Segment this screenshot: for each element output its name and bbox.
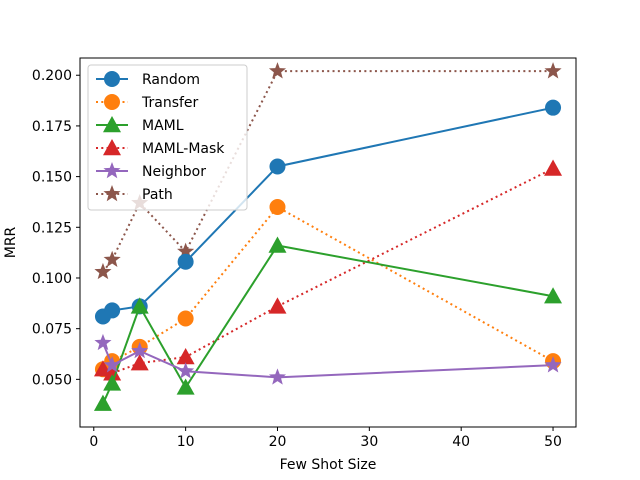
- data-point: [176, 348, 195, 365]
- x-tick-label: 50: [544, 434, 562, 450]
- x-tick-label: 0: [89, 434, 98, 450]
- data-point: [544, 159, 563, 176]
- series-maml: [93, 236, 563, 411]
- y-tick-label: 0.075: [32, 322, 72, 338]
- series-line: [102, 70, 554, 273]
- y-tick-label: 0.150: [32, 170, 72, 186]
- legend-marker: [104, 94, 120, 110]
- data-point: [93, 360, 112, 377]
- data-point: [130, 297, 149, 314]
- data-point: [544, 62, 562, 79]
- legend-marker: [103, 116, 121, 133]
- data-point: [130, 354, 149, 371]
- y-tick-label: 0.175: [32, 119, 72, 135]
- data-point: [103, 364, 122, 381]
- data-point: [104, 302, 121, 319]
- plot-frame: [79, 57, 577, 428]
- x-tick-label: 20: [269, 434, 287, 450]
- series-line: [102, 244, 554, 405]
- y-tick-label: 0.200: [32, 68, 72, 84]
- data-point: [177, 253, 194, 270]
- y-tick-label: 0.050: [32, 372, 72, 388]
- data-point: [268, 62, 287, 79]
- series-maml-mask: [93, 159, 563, 381]
- data-point: [545, 99, 562, 116]
- legend-label: MAML: [142, 118, 184, 134]
- legend-label: Path: [142, 187, 173, 203]
- legend: Random Transfer MAML MAML-Mask Neighbor Path: [87, 64, 248, 211]
- legend-marker: [103, 185, 121, 202]
- data-point: [269, 199, 286, 216]
- y-tick-label: 0.100: [32, 271, 72, 287]
- data-point: [177, 310, 194, 327]
- data-point: [94, 262, 112, 280]
- y-tick-label: 0.125: [32, 220, 72, 236]
- data-point: [103, 374, 122, 391]
- plot-marks: [93, 62, 563, 411]
- data-point: [544, 287, 563, 304]
- data-point: [131, 341, 149, 359]
- legend-label: Transfer: [141, 95, 199, 111]
- legend-label: MAML-Mask: [142, 141, 225, 157]
- legend-label: Random: [142, 72, 200, 88]
- legend-label: Neighbor: [142, 164, 206, 180]
- legend-marker: [104, 71, 120, 87]
- data-point: [103, 250, 121, 268]
- x-tick-label: 10: [177, 434, 195, 450]
- data-point: [177, 242, 195, 259]
- series-neighbor: [94, 333, 562, 385]
- x-tick-label: 40: [452, 434, 470, 450]
- series-line: [102, 205, 554, 370]
- x-tick-label: 30: [360, 434, 378, 450]
- data-point: [268, 297, 287, 314]
- legend-marker: [103, 139, 121, 156]
- data-point: [268, 236, 287, 253]
- legend-box: [87, 64, 248, 211]
- data-point: [268, 368, 287, 385]
- data-point: [94, 333, 112, 351]
- data-point: [93, 394, 112, 411]
- data-point: [544, 356, 562, 373]
- x-axis-label: Few Shot Size: [280, 457, 377, 473]
- data-point: [176, 378, 195, 395]
- axis-ticks: 0 10 20 30 40 50 0.050 0.075 0.100 0.125 0.150 0.17…: [32, 68, 562, 450]
- data-point: [103, 356, 121, 373]
- data-point: [177, 362, 195, 379]
- y-axis-label: MRR: [3, 226, 19, 258]
- legend-marker: [103, 162, 121, 179]
- data-point: [269, 158, 286, 175]
